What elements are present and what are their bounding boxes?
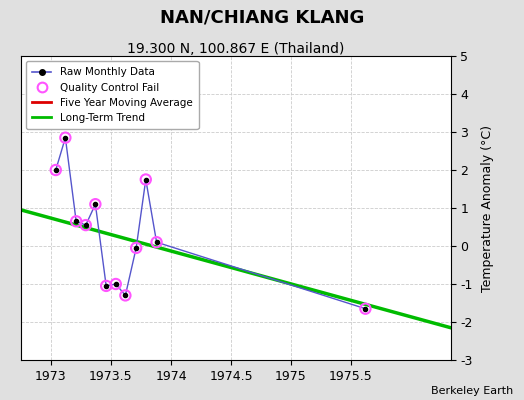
- Point: [152, 239, 161, 245]
- Y-axis label: Temperature Anomaly (°C): Temperature Anomaly (°C): [481, 124, 494, 292]
- Text: Berkeley Earth: Berkeley Earth: [431, 386, 514, 396]
- Point: [132, 245, 140, 251]
- Point: [82, 222, 90, 228]
- Point: [91, 201, 100, 207]
- Point: [361, 306, 369, 312]
- Text: NAN/CHIANG KLANG: NAN/CHIANG KLANG: [160, 8, 364, 26]
- Legend: Raw Monthly Data, Quality Control Fail, Five Year Moving Average, Long-Term Tren: Raw Monthly Data, Quality Control Fail, …: [26, 61, 199, 129]
- Point: [141, 176, 150, 183]
- Title: 19.300 N, 100.867 E (Thailand): 19.300 N, 100.867 E (Thailand): [127, 42, 344, 56]
- Point: [61, 134, 70, 141]
- Point: [121, 292, 129, 298]
- Point: [102, 283, 111, 289]
- Point: [72, 218, 80, 224]
- Point: [51, 167, 60, 173]
- Point: [112, 281, 120, 287]
